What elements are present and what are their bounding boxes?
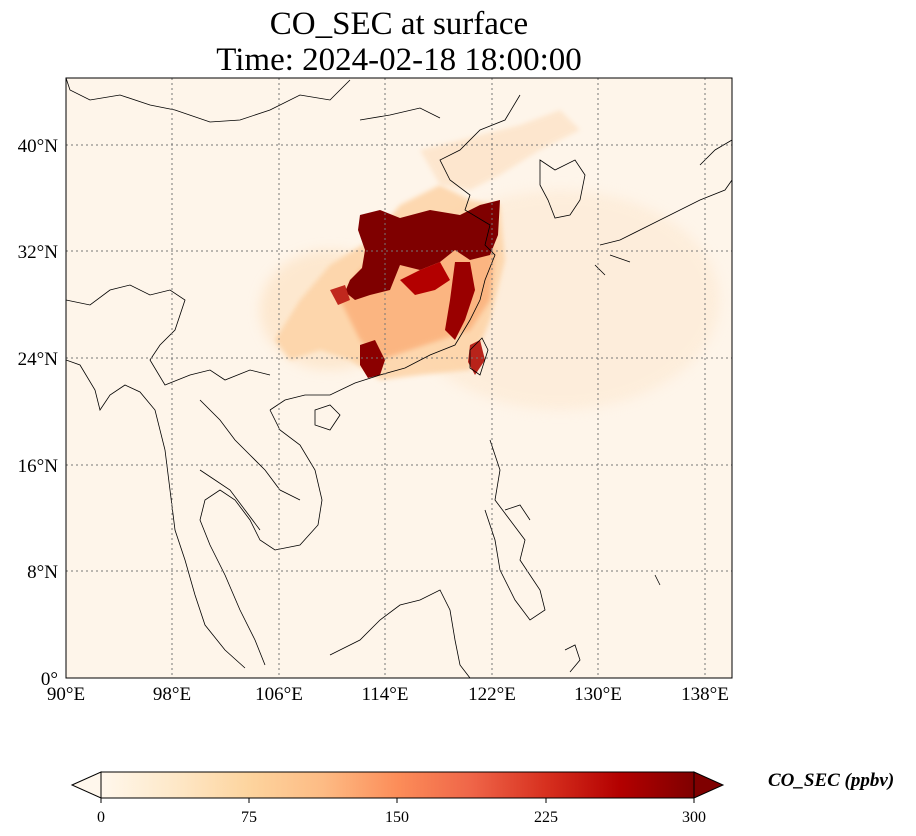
colorbar-bar <box>100 771 695 799</box>
colorbar-tick-225: 225 <box>534 809 558 826</box>
map-title-line-1: CO_SEC at surface <box>269 6 529 42</box>
colorbar-tick-75: 75 <box>241 809 257 826</box>
colorbar-extend-low <box>70 771 102 799</box>
map-frame <box>65 77 733 679</box>
lon-tick-106: 106°E <box>255 684 303 705</box>
lon-tick-90: 90°E <box>47 684 85 705</box>
lon-tick-98: 98°E <box>153 684 191 705</box>
colorbar-label: CO_SEC (ppbv) <box>768 770 895 791</box>
lon-tick-114: 114°E <box>362 684 409 705</box>
coastlines <box>66 78 732 678</box>
lon-tick-labels: 90°E 98°E 106°E 114°E 122°E 130°E 138°E <box>47 684 729 705</box>
colorbar-extend-high <box>693 771 725 799</box>
lat-tick-8: 8°N <box>27 562 58 583</box>
lon-tick-122: 122°E <box>468 684 516 705</box>
lat-tick-32: 32°N <box>18 242 59 263</box>
colorbar-tick-0: 0 <box>97 809 105 826</box>
grid-lines <box>66 78 732 678</box>
lat-tick-24: 24°N <box>18 349 59 370</box>
colorbar: 0 75 150 225 300 <box>70 771 725 826</box>
lat-tick-labels: 0° 8°N 16°N 24°N 32°N 40°N <box>18 136 59 690</box>
lat-tick-0: 0° <box>41 669 58 690</box>
colorbar-tick-150: 150 <box>385 809 409 826</box>
concentration-field <box>260 110 720 410</box>
lat-tick-16: 16°N <box>18 456 59 477</box>
lon-tick-138: 138°E <box>681 684 729 705</box>
lat-tick-40: 40°N <box>18 136 59 157</box>
colorbar-tick-300: 300 <box>682 809 706 826</box>
lon-tick-130: 130°E <box>574 684 622 705</box>
map-title-line-2: Time: 2024-02-18 18:00:00 <box>216 42 582 78</box>
